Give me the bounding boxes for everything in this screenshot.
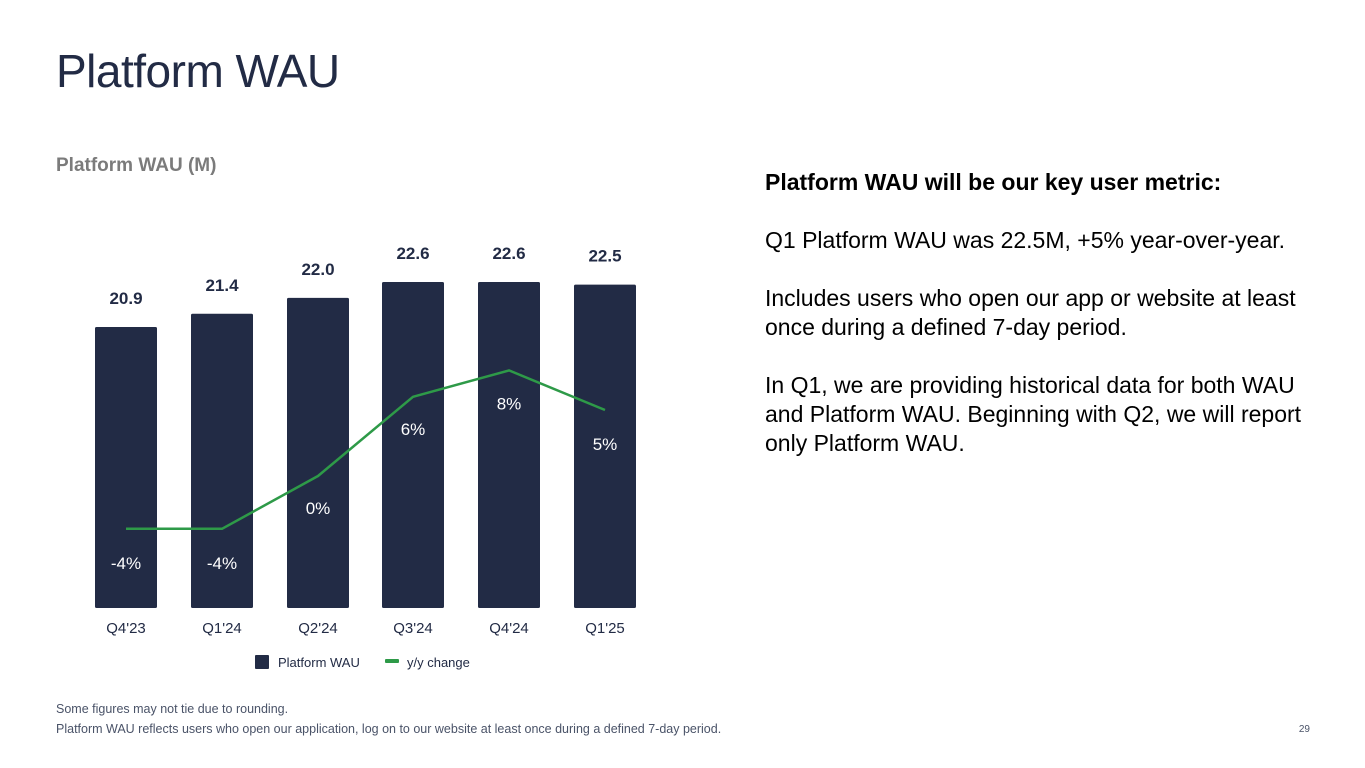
chart-title: Platform WAU (M)	[56, 155, 217, 176]
line-layer	[125, 369, 606, 531]
yoy-label-5: 5%	[593, 435, 618, 454]
legend: Platform WAU y/y change	[255, 655, 470, 670]
ticks-layer: Q4'23 Q1'24 Q2'24 Q3'24 Q4'24 Q1'25	[106, 620, 625, 637]
x-tick-label-0: Q4'23	[106, 620, 146, 637]
x-tick-label-3: Q3'24	[393, 620, 433, 637]
page-title: Platform WAU	[56, 45, 340, 97]
yoy-label-2: 0%	[306, 499, 331, 518]
bar-value-label-0: 20.9	[109, 289, 142, 308]
legend-label-bar: Platform WAU	[278, 655, 360, 670]
labels-layer: 20.9 21.4 22.0 22.6 22.6 22.5 -4% -4% 0% 6% 8% 5%	[109, 244, 621, 573]
bar-value-label-1: 21.4	[205, 276, 239, 295]
x-tick-label-2: Q2'24	[298, 620, 338, 637]
bar-5	[574, 284, 636, 608]
page-number: 29	[1298, 724, 1310, 735]
bar-value-label-2: 22.0	[301, 260, 334, 279]
bar-value-label-5: 22.5	[588, 247, 621, 266]
x-tick-label-5: Q1'25	[585, 620, 625, 637]
footnote-definition: Platform WAU reflects users who open our…	[56, 722, 722, 736]
bar-3	[382, 282, 444, 608]
footnote-rounding: Some figures may not tie due to rounding…	[56, 702, 289, 716]
yoy-label-0: -4%	[111, 554, 141, 573]
commentary-paragraph-1: Q1 Platform WAU was 22.5M, +5% year-over…	[765, 227, 1286, 253]
commentary-heading: Platform WAU will be our key user metric…	[765, 169, 1222, 195]
bar-0	[95, 327, 157, 608]
legend-swatch-bar	[255, 655, 269, 669]
x-tick-label-4: Q4'24	[489, 620, 529, 637]
legend-label-line: y/y change	[407, 655, 470, 670]
yoy-label-3: 6%	[401, 420, 426, 439]
bar-value-label-4: 22.6	[492, 244, 525, 263]
commentary-panel: Platform WAU will be our key user metric…	[765, 168, 1325, 487]
bar-value-label-3: 22.6	[396, 244, 429, 263]
commentary-paragraph-3: In Q1, we are providing historical data …	[765, 372, 1302, 456]
yoy-label-1: -4%	[207, 554, 237, 573]
bar-4	[478, 282, 540, 608]
yoy-label-4: 8%	[497, 394, 522, 413]
legend-swatch-line	[385, 659, 399, 663]
x-tick-label-1: Q1'24	[202, 620, 242, 637]
bars-layer	[95, 282, 636, 608]
bar-2	[287, 297, 349, 608]
yoy-line	[126, 369, 606, 531]
commentary-paragraph-2: Includes users who open our app or websi…	[765, 285, 1296, 340]
bar-1	[191, 313, 253, 608]
chart-svg: 20.9 21.4 22.0 22.6 22.6 22.5 -4% -4% 0% 6% 8% 5% Q…	[95, 244, 636, 670]
